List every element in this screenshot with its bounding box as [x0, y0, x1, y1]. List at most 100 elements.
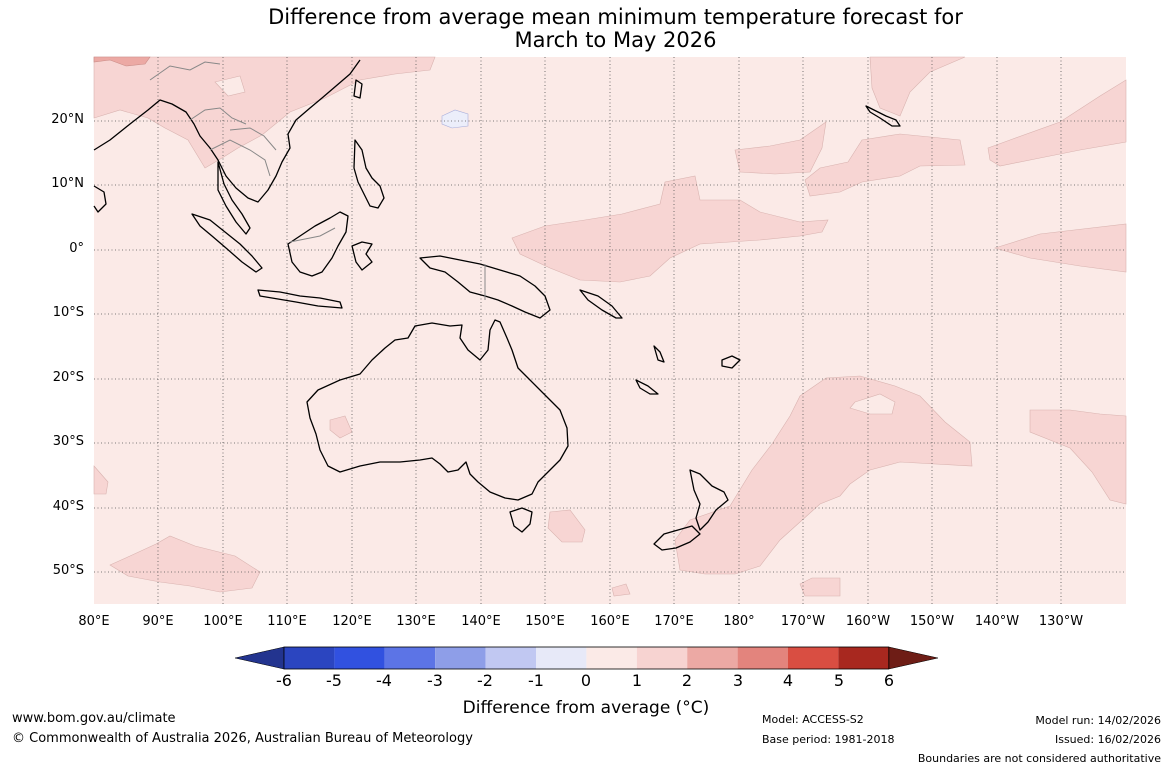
colorbar-segment	[384, 647, 436, 669]
lon-label: 80°E	[78, 614, 110, 629]
region-equatorial-central	[511, 175, 829, 283]
colorbar-tick-label: 5	[833, 671, 845, 690]
lat-label: 10°N	[51, 176, 84, 191]
region-negative-anomaly	[441, 109, 469, 129]
colorbar-segment	[737, 647, 788, 669]
footer-base-period: Base period: 1981-2018	[762, 733, 895, 746]
colorbar-tick-label: 4	[782, 671, 794, 690]
colorbar-tick-label: -4	[376, 671, 392, 690]
lat-label: 20°N	[51, 112, 84, 127]
malay-peninsula-coastline	[217, 161, 251, 235]
lon-label: 180°	[723, 614, 755, 629]
colorbar-frame	[283, 646, 890, 670]
region-southern-ocean	[799, 577, 841, 597]
lon-label: 140°E	[461, 614, 501, 629]
region-south-indian	[109, 535, 261, 593]
taiwan-coastline	[353, 79, 363, 99]
colorbar-tick-label: -2	[477, 671, 493, 690]
colorbar-tick-label: -5	[326, 671, 342, 690]
india-tip-coastline	[93, 185, 107, 213]
lon-label: 90°E	[142, 614, 174, 629]
lon-label: 110°E	[267, 614, 307, 629]
region-west-australia-coast	[329, 415, 353, 439]
colorbar-segment	[788, 647, 839, 669]
lon-label: 160°E	[590, 614, 630, 629]
colorbar-segment	[284, 647, 335, 669]
lat-label: 40°S	[52, 499, 84, 514]
colorbar-segment	[334, 647, 385, 669]
map-title-line1: Difference from average mean minimum tem…	[268, 5, 963, 29]
fiji-coastline	[721, 355, 741, 369]
footer-copyright: © Commonwealth of Australia 2026, Austra…	[12, 731, 473, 746]
region-anomaly-2-to-3	[93, 56, 151, 67]
region-islands-small	[611, 583, 631, 597]
colorbar-tick-label: -6	[276, 671, 292, 690]
footer-model: Model: ACCESS-S2	[762, 713, 864, 726]
region-east-pacific-equator	[993, 223, 1127, 273]
lon-label: 130°W	[1038, 614, 1084, 629]
new-zealand-south-coastline	[653, 525, 701, 551]
region-hole-1	[849, 393, 896, 415]
new-zealand-north-coastline	[689, 469, 729, 531]
region-tasman-south	[547, 509, 586, 543]
vanuatu-coastline	[653, 345, 665, 363]
anomaly-1-to-2-regions	[93, 56, 1127, 597]
philippines-coastline	[353, 139, 385, 209]
colorbar-segment	[838, 647, 889, 669]
lon-label: 100°E	[203, 614, 243, 629]
colorbar-segment	[536, 647, 587, 669]
region-northeast-pacific	[869, 56, 966, 117]
region-asia-north	[93, 56, 436, 169]
solomon-islands-coastline	[579, 289, 623, 319]
lat-label: 50°S	[52, 563, 84, 578]
colorbar-tick-label: 6	[883, 671, 895, 690]
lon-label: 170°E	[654, 614, 694, 629]
lon-label: 150°E	[525, 614, 565, 629]
colorbar-tick-label: 0	[580, 671, 592, 690]
colorbar-segment	[586, 647, 637, 669]
region-south-pacific	[674, 375, 973, 575]
java-coastline	[257, 289, 343, 309]
region-east-pacific-north	[987, 79, 1127, 167]
tasmania-coastline	[509, 507, 533, 533]
region-far-southeast	[1029, 409, 1127, 505]
footer-disclaimer: Boundaries are not considered authoritat…	[917, 752, 1161, 765]
asia-mainland-coastline	[93, 59, 361, 203]
colorbar-segment	[687, 647, 738, 669]
colorbar-segment	[435, 647, 486, 669]
colorbar-extend-high	[888, 646, 939, 670]
colorbar	[234, 646, 939, 670]
region-north-pacific-1	[734, 121, 827, 175]
borneo-coastline	[287, 211, 349, 277]
colorbar-tick-label: 1	[631, 671, 643, 690]
country-borders	[149, 61, 486, 300]
graticule	[94, 57, 1126, 604]
coastlines	[93, 59, 901, 551]
lat-label: 0°	[69, 241, 84, 256]
lat-label: 10°S	[52, 305, 84, 320]
lon-label: 120°E	[332, 614, 372, 629]
australia-coastline	[306, 319, 569, 501]
colorbar-tick-label: -3	[427, 671, 443, 690]
lon-label: 170°W	[780, 614, 826, 629]
region-north-pacific-2	[804, 133, 966, 197]
colorbar-label: Difference from average (°C)	[462, 698, 710, 718]
footer-url[interactable]: www.bom.gov.au/climate	[12, 711, 176, 726]
footer-model-run: Model run: 14/02/2026	[1035, 714, 1161, 727]
region-west-indian	[93, 465, 109, 495]
lon-label: 150°W	[909, 614, 955, 629]
sumatra-coastline	[191, 213, 263, 273]
colorbar-tick-label: -1	[528, 671, 544, 690]
lon-label: 160°W	[845, 614, 891, 629]
footer-issued: Issued: 16/02/2026	[1054, 733, 1161, 746]
colorbar-tick-label: 2	[681, 671, 693, 690]
colorbar-segment	[485, 647, 536, 669]
region-hole-2	[214, 75, 246, 97]
new-guinea-coastline	[419, 255, 551, 319]
new-caledonia-coastline	[635, 379, 659, 395]
sulawesi-coastline	[351, 241, 373, 271]
map-title-line2: March to May 2026	[514, 28, 717, 52]
hawaii-coastline	[865, 105, 901, 127]
lat-label: 30°S	[52, 434, 84, 449]
